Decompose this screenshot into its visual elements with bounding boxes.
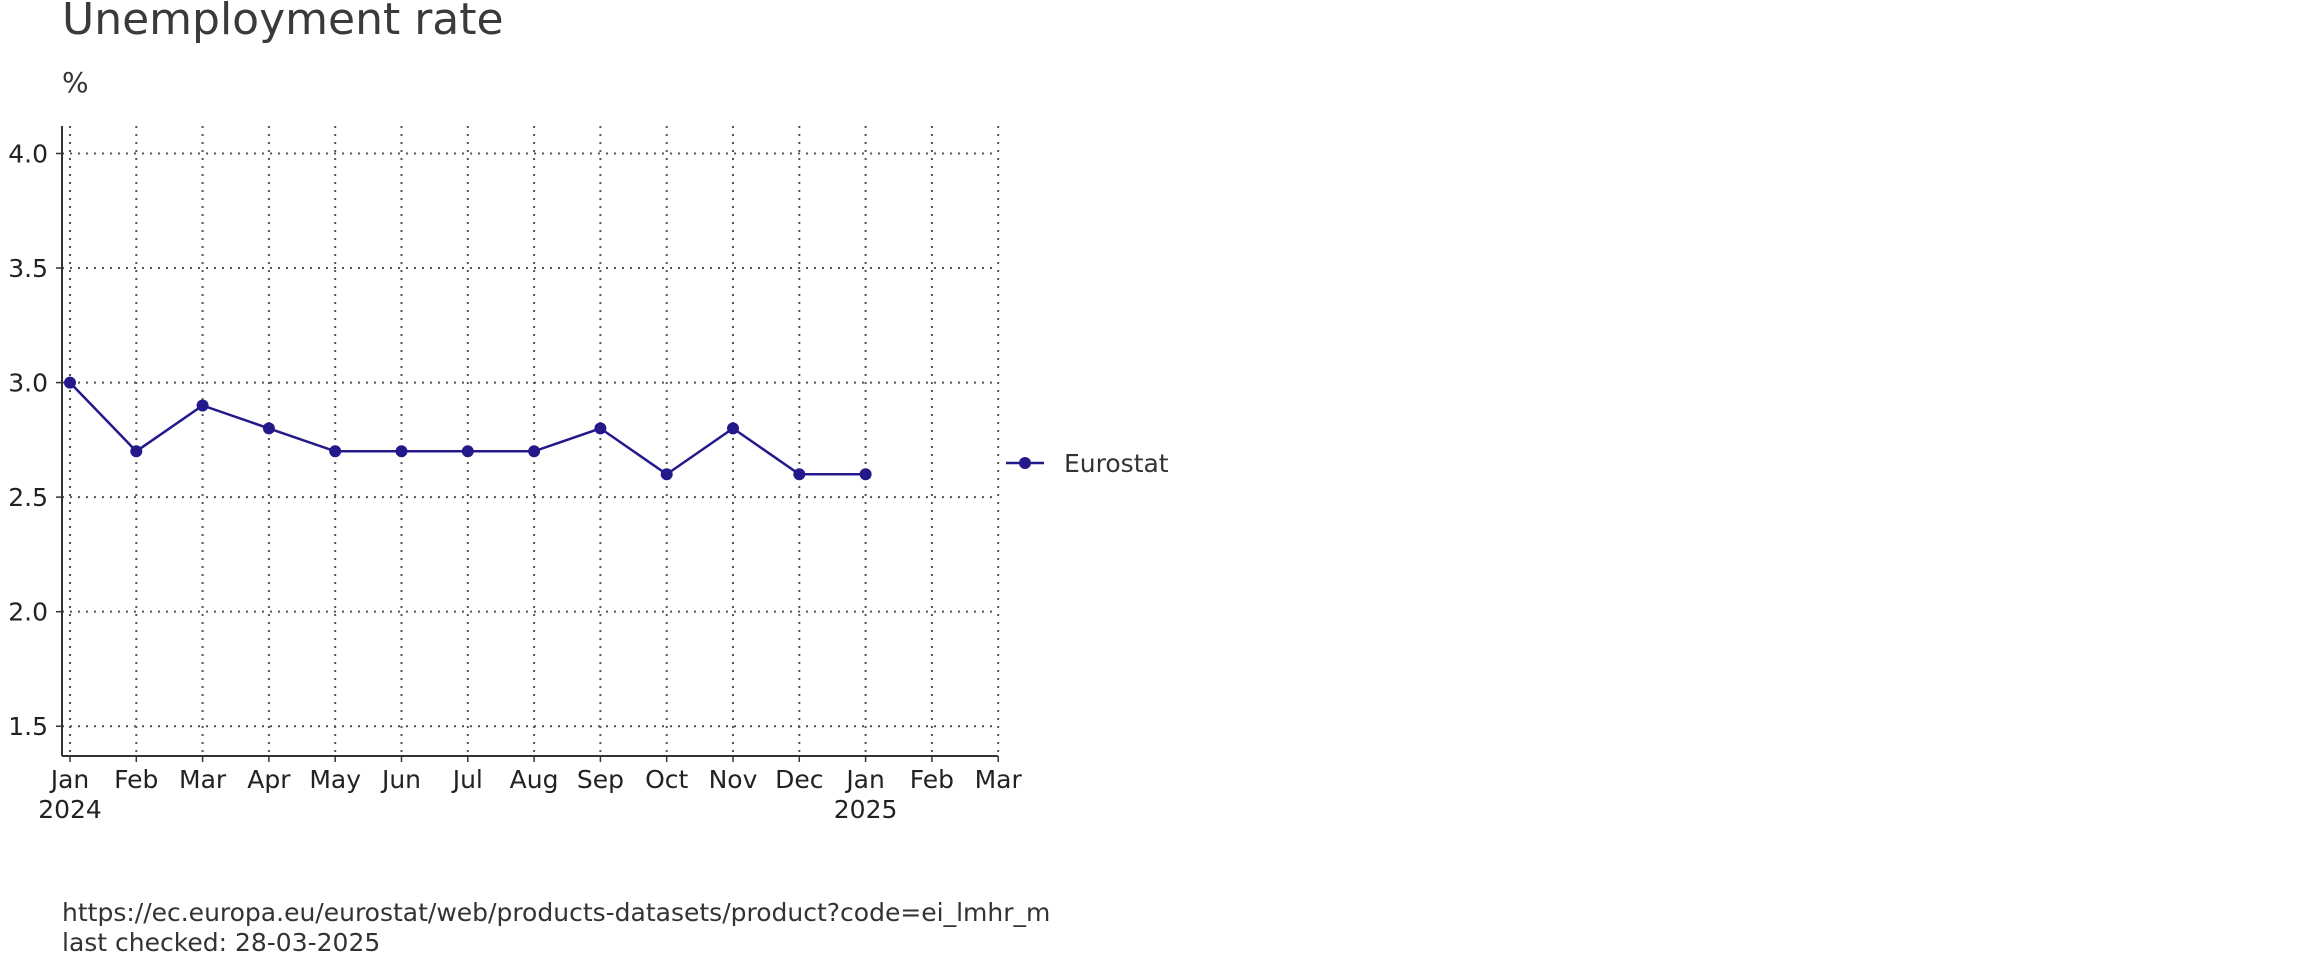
data-point [727, 422, 739, 435]
data-point [329, 445, 342, 458]
x-tick-label: Dec [775, 765, 823, 794]
y-tick-label: 3.0 [8, 369, 48, 398]
data-point [395, 445, 408, 458]
y-tick-label: 2.5 [8, 483, 48, 512]
chart-title: Unemployment rate [62, 0, 504, 45]
x-tick-label: Apr [247, 765, 291, 794]
data-point [528, 445, 541, 458]
y-tick-label: 1.5 [8, 712, 48, 741]
x-tick-label: Mar [179, 765, 227, 794]
x-tick-label: Jan [844, 765, 885, 794]
y-tick-label: 3.5 [8, 254, 48, 283]
x-tick-label: Jun [380, 765, 421, 794]
data-point [64, 376, 76, 389]
x-tick-label: Oct [645, 765, 688, 794]
legend-label: Eurostat [1064, 449, 1169, 478]
data-point [859, 468, 872, 481]
x-tick-label: Feb [910, 765, 954, 794]
x-tick-label: Feb [114, 765, 158, 794]
x-tick-year-label: 2025 [834, 795, 898, 824]
x-tick-label: Nov [709, 765, 758, 794]
x-tick-label: Jul [451, 765, 483, 794]
data-point [594, 422, 607, 435]
data-point [793, 468, 806, 481]
legend-marker [1019, 457, 1031, 469]
data-point [130, 445, 143, 458]
y-tick-label: 4.0 [8, 139, 48, 168]
series-layer [64, 376, 872, 481]
source-last-checked: last checked: 28-03-2025 [62, 928, 381, 957]
grid-lines [62, 126, 1000, 756]
x-tick-label: Sep [577, 765, 624, 794]
series-line-eurostat [69, 381, 866, 476]
legend: Eurostat [1006, 449, 1169, 478]
x-tick-label: Aug [510, 765, 559, 794]
data-point [196, 399, 209, 412]
data-point [262, 422, 275, 435]
axes [56, 126, 999, 762]
y-axis-label: % [62, 66, 89, 99]
source-url: https://ec.europa.eu/eurostat/web/produc… [62, 898, 1051, 927]
y-tick-label: 2.0 [8, 598, 48, 627]
x-tick-label: Jan [49, 765, 90, 794]
x-tick-year-label: 2024 [38, 795, 102, 824]
x-tick-label: May [309, 765, 361, 794]
data-point [660, 468, 673, 481]
data-point [461, 445, 474, 458]
x-tick-label: Mar [975, 765, 1023, 794]
